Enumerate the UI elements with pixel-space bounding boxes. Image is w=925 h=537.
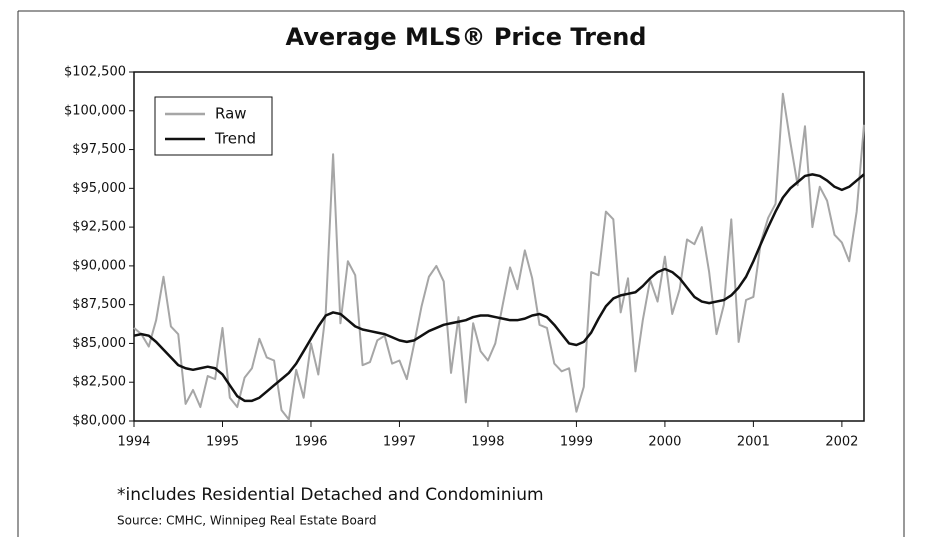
x-tick-label: 2000 [648, 435, 681, 450]
x-tick-label: 1999 [560, 435, 593, 450]
legend-label: Trend [214, 130, 256, 148]
chart-title: Average MLS® Price Trend [286, 23, 647, 51]
legend-label: Raw [215, 105, 247, 123]
y-tick-label: $97,500 [72, 142, 126, 157]
x-tick-label: 1995 [206, 435, 239, 450]
x-tick-label: 1997 [383, 435, 416, 450]
y-tick-label: $82,500 [72, 375, 126, 390]
plot-area [133, 71, 865, 422]
y-tick-label: $85,000 [72, 336, 126, 351]
y-tick-label: $100,000 [64, 103, 126, 118]
series-line [133, 173, 865, 403]
y-tick-label: $102,500 [64, 65, 126, 80]
y-tick-label: $87,500 [72, 297, 126, 312]
y-tick-label: $92,500 [72, 220, 126, 235]
source: Source: CMHC, Winnipeg Real Estate Board [117, 514, 377, 528]
y-tick-label: $80,000 [72, 414, 126, 429]
x-tick-label: 1996 [294, 435, 327, 450]
y-tick-label: $90,000 [72, 258, 126, 273]
series-line [133, 92, 865, 421]
x-tick-label: 1998 [471, 435, 504, 450]
footnote: *includes Residential Detached and Condo… [117, 485, 544, 505]
x-tick-label: 2002 [825, 435, 858, 450]
x-tick-label: 2001 [737, 435, 770, 450]
y-tick-label: $95,000 [72, 181, 126, 196]
x-tick-label: 1994 [117, 435, 150, 450]
legend-box [154, 96, 273, 156]
